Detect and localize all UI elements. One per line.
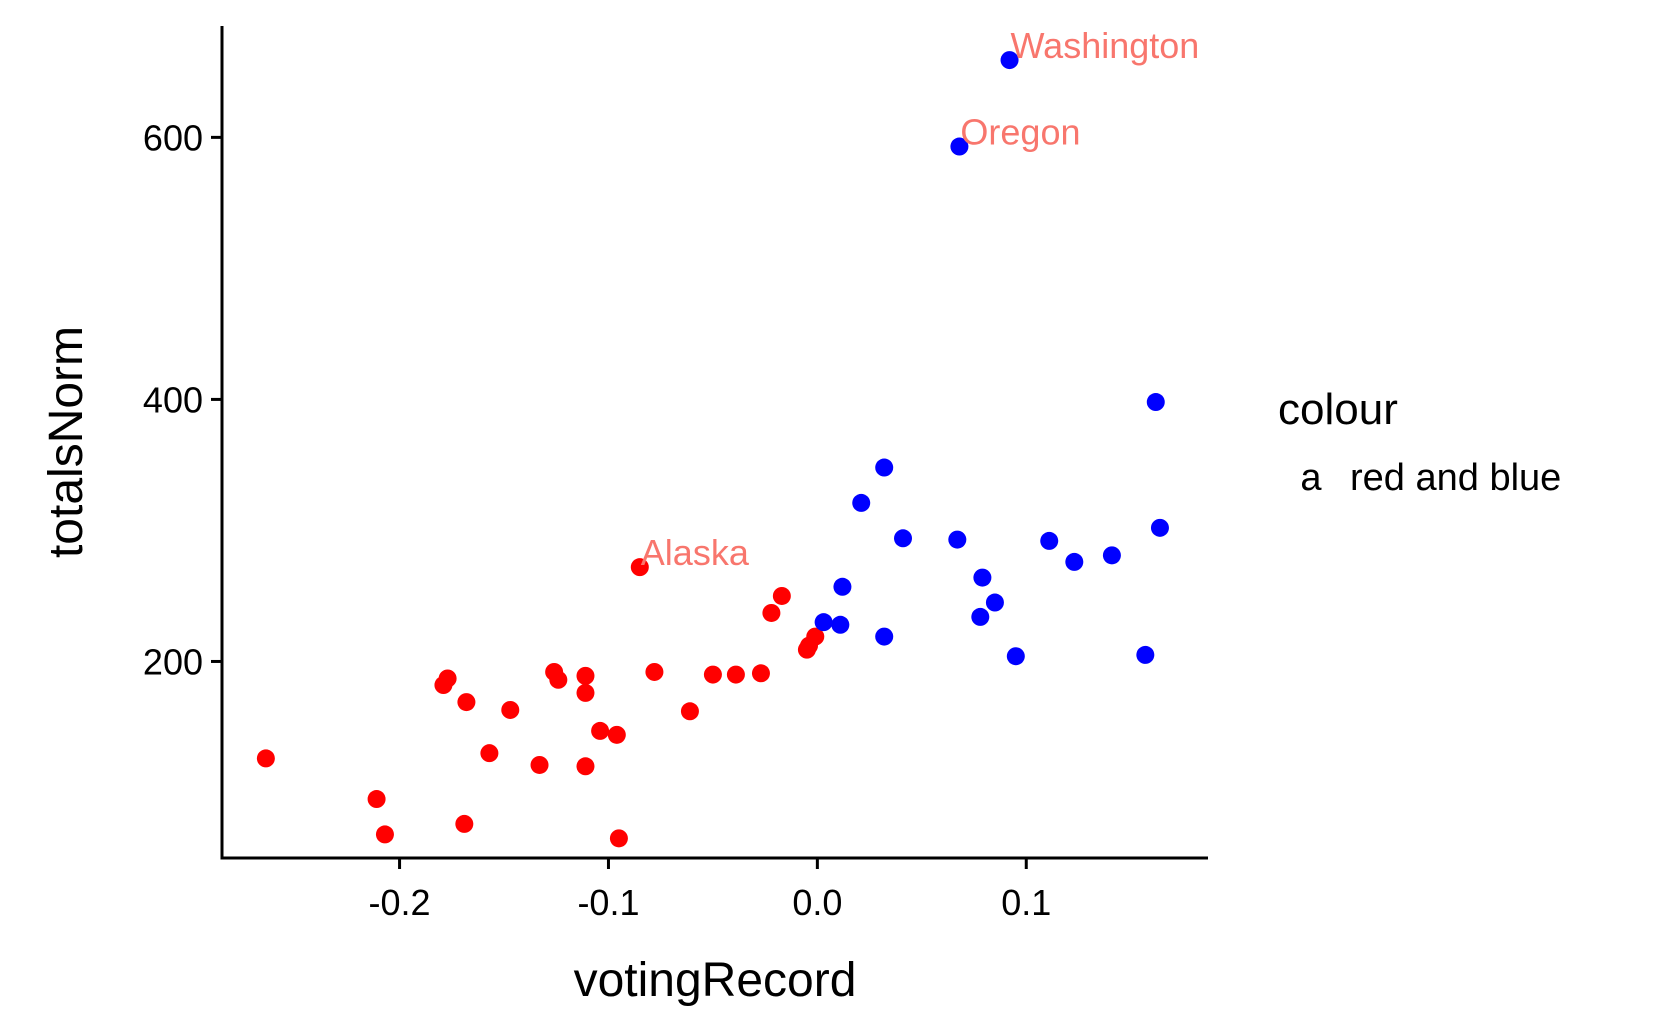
data-point (630, 558, 649, 577)
data-point (1150, 518, 1169, 537)
data-point (455, 814, 474, 833)
legend-title: colour (1278, 385, 1398, 434)
data-point (875, 458, 894, 477)
data-point (1065, 552, 1084, 571)
data-point (875, 627, 894, 646)
data-point (591, 721, 610, 740)
x-tick-label: 0.1 (1001, 882, 1051, 923)
y-tick-label: 600 (143, 117, 203, 158)
data-point (530, 755, 549, 774)
data-point (762, 603, 781, 622)
y-axis-title: totalsNorm (40, 326, 93, 558)
point-label: Alaska (641, 532, 750, 573)
data-point (438, 669, 457, 688)
data-point (772, 586, 791, 605)
data-point (609, 829, 628, 848)
data-point (576, 757, 595, 776)
ticks: -0.2 -0.1 0.0 0.1 200 400 600 (143, 117, 1051, 923)
data-point (457, 693, 476, 712)
data-point (948, 530, 967, 549)
data-point (501, 700, 520, 719)
point-label: Washington (1011, 25, 1200, 66)
y-tick-label: 200 (143, 641, 203, 682)
data-point (549, 670, 568, 689)
y-tick-label: 400 (143, 379, 203, 420)
legend-key-glyph: a (1300, 457, 1322, 499)
data-point (814, 613, 833, 632)
data-point (1102, 546, 1121, 565)
data-point (894, 529, 913, 548)
data-point (806, 627, 825, 646)
data-point (680, 702, 699, 721)
data-point (751, 664, 770, 683)
legend: colour a red and blue (1278, 385, 1561, 499)
data-point (726, 665, 745, 684)
data-point (971, 607, 990, 626)
data-point (833, 577, 852, 596)
data-point (607, 725, 626, 744)
data-point (645, 662, 664, 681)
data-point (480, 744, 499, 763)
data-point (831, 615, 850, 634)
legend-entry-red-and-blue: red and blue (1350, 457, 1561, 499)
data-point (1136, 645, 1155, 664)
data-point (1040, 531, 1059, 550)
data-point (1146, 393, 1165, 412)
data-points (256, 51, 1169, 848)
data-point (703, 665, 722, 684)
x-tick-label: 0.0 (792, 882, 842, 923)
data-point (367, 790, 386, 809)
data-point (375, 825, 394, 844)
point-label: Oregon (960, 112, 1080, 153)
data-point (973, 568, 992, 587)
data-point (576, 683, 595, 702)
axes (220, 26, 1208, 860)
data-point (256, 749, 275, 768)
x-tick-label: -0.1 (577, 882, 639, 923)
data-point (985, 593, 1004, 612)
data-point (950, 137, 969, 156)
data-point (1006, 647, 1025, 666)
data-point (852, 493, 871, 512)
data-point (1000, 51, 1019, 70)
data-point (576, 666, 595, 685)
x-axis-title: votingRecord (574, 954, 857, 1007)
point-labels: Washington Oregon Alaska (641, 25, 1200, 573)
x-tick-label: -0.2 (369, 882, 431, 923)
